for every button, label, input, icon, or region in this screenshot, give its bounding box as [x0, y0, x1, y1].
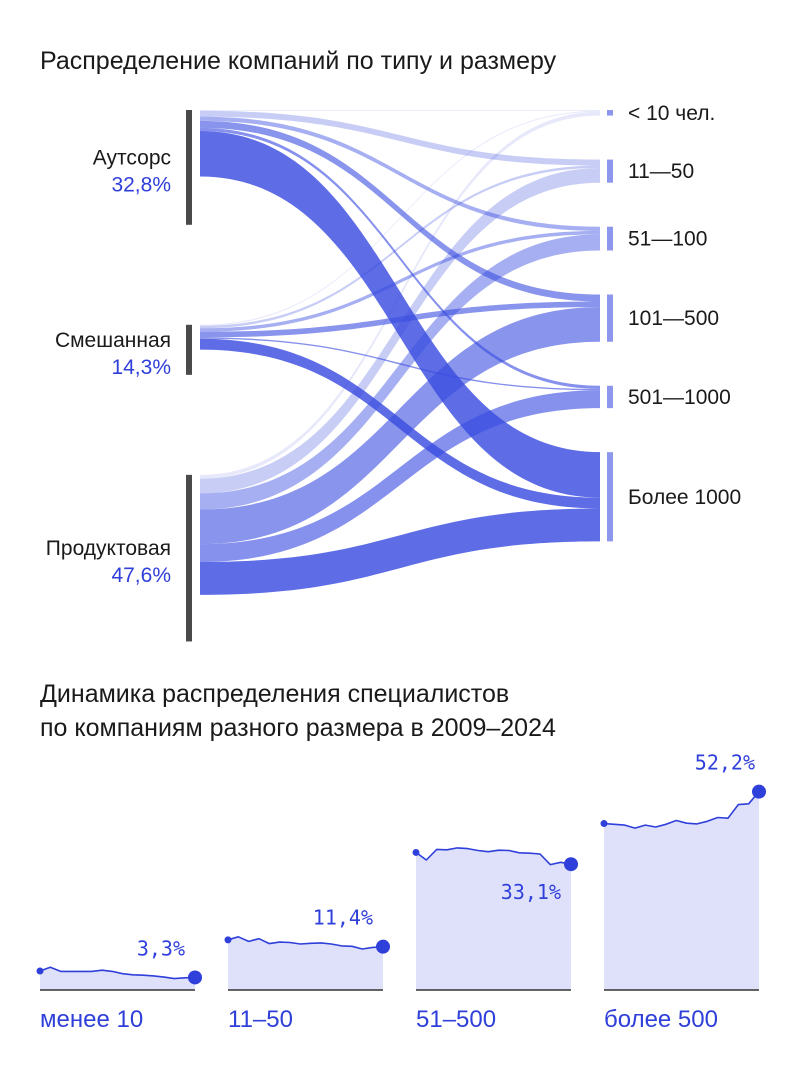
- trend-value-label-0: 3,3%: [137, 936, 185, 960]
- trend-category-2: 51–500: [416, 1006, 496, 1033]
- trend-start-point-3: [600, 820, 608, 828]
- flow-0-to-3: [200, 120, 600, 302]
- source-percent-2: 47,6%: [111, 564, 171, 587]
- trend-category-3: более 500: [604, 1006, 718, 1033]
- trend-value-label-1: 11,4%: [313, 906, 373, 930]
- trend-start-point-2: [412, 848, 420, 856]
- source-percent-1: 14,3%: [111, 356, 171, 379]
- flow-0-to-0: [200, 110, 600, 111]
- trend-end-point-1: [376, 939, 390, 954]
- sankey-title: Распределение компаний по типу и размеру: [40, 47, 557, 75]
- trend-area-1: [228, 936, 383, 990]
- trend-start-point-1: [224, 936, 232, 944]
- trend-title-line1: Динамика распределения специалистов: [40, 680, 510, 708]
- target-bar-5: [607, 452, 613, 542]
- trend-end-point-0: [188, 970, 202, 985]
- trend-end-point-3: [752, 784, 766, 799]
- flow-2-to-2: [200, 234, 600, 510]
- trend-line-1: [227, 936, 384, 950]
- trend-end-point-2: [564, 857, 578, 872]
- flow-1-to-0: [200, 110, 600, 326]
- trend-line-2: [415, 847, 572, 866]
- target-label-4: 501—1000: [628, 386, 731, 409]
- target-label-2: 51—100: [628, 228, 707, 251]
- flow-1-to-4: [200, 337, 600, 391]
- flow-2-to-4: [200, 390, 600, 562]
- source-label-2: Продуктовая: [46, 537, 171, 560]
- target-bar-1: [607, 159, 613, 183]
- sankey-flows: [200, 110, 600, 595]
- trend-category-0: менее 10: [40, 1006, 143, 1033]
- trend-value-label-2: 33,1%: [501, 880, 561, 904]
- trend-line-0: [39, 966, 196, 980]
- trend-title-line2: по компаниям разного размера в 2009–2024: [40, 714, 556, 742]
- flow-0-to-1: [200, 110, 600, 166]
- source-percent-0: 32,8%: [111, 173, 171, 196]
- flow-1-to-1: [200, 165, 600, 329]
- trend-value-label-3: 52,2%: [695, 751, 755, 775]
- trend-title: Динамика распределения специалистов по к…: [40, 677, 760, 745]
- target-bar-2: [607, 226, 613, 251]
- source-label-0: Аутсорс: [93, 146, 171, 169]
- trend-line-3: [603, 791, 760, 829]
- trend-category-1: 11–50: [228, 1006, 293, 1033]
- trend-area-2: [416, 847, 571, 990]
- trend-panel-1: 11,4% 11–50: [224, 906, 390, 1033]
- source-label-1: Смешанная: [55, 329, 171, 352]
- flow-1-to-2: [200, 230, 600, 332]
- source-bar-2: [186, 474, 192, 642]
- target-bar-0: [607, 110, 613, 116]
- target-label-1: 11—50: [628, 160, 694, 183]
- trend-area-3: [604, 791, 759, 990]
- trend-area-0: [40, 967, 195, 990]
- sankey-chart: Аутсорс 32,8% Смешанная 14,3% Продуктовая 47,…: [46, 102, 741, 642]
- target-label-0: < 10 чел.: [628, 102, 715, 125]
- trend-panel-0: 3,3% менее 10: [36, 936, 202, 1033]
- target-bar-3: [607, 294, 613, 342]
- flow-0-to-5: [200, 131, 600, 498]
- target-label-3: 101—500: [628, 307, 719, 330]
- trend-panel-3: 52,2% более 500: [600, 751, 766, 1033]
- flow-0-to-2: [200, 116, 600, 231]
- trend-start-point-0: [36, 967, 44, 975]
- flow-2-to-5: [200, 508, 600, 595]
- flow-0-to-4: [200, 127, 600, 389]
- flow-2-to-1: [200, 168, 600, 494]
- flow-2-to-3: [200, 307, 600, 545]
- target-bar-4: [607, 385, 613, 409]
- flow-2-to-0: [200, 111, 600, 479]
- flow-1-to-3: [200, 301, 600, 338]
- source-bar-1: [186, 324, 192, 375]
- target-label-5: Более 1000: [628, 486, 741, 509]
- trend-panel-2: 33,1% 51–500: [412, 847, 578, 1033]
- source-bar-0: [186, 110, 192, 225]
